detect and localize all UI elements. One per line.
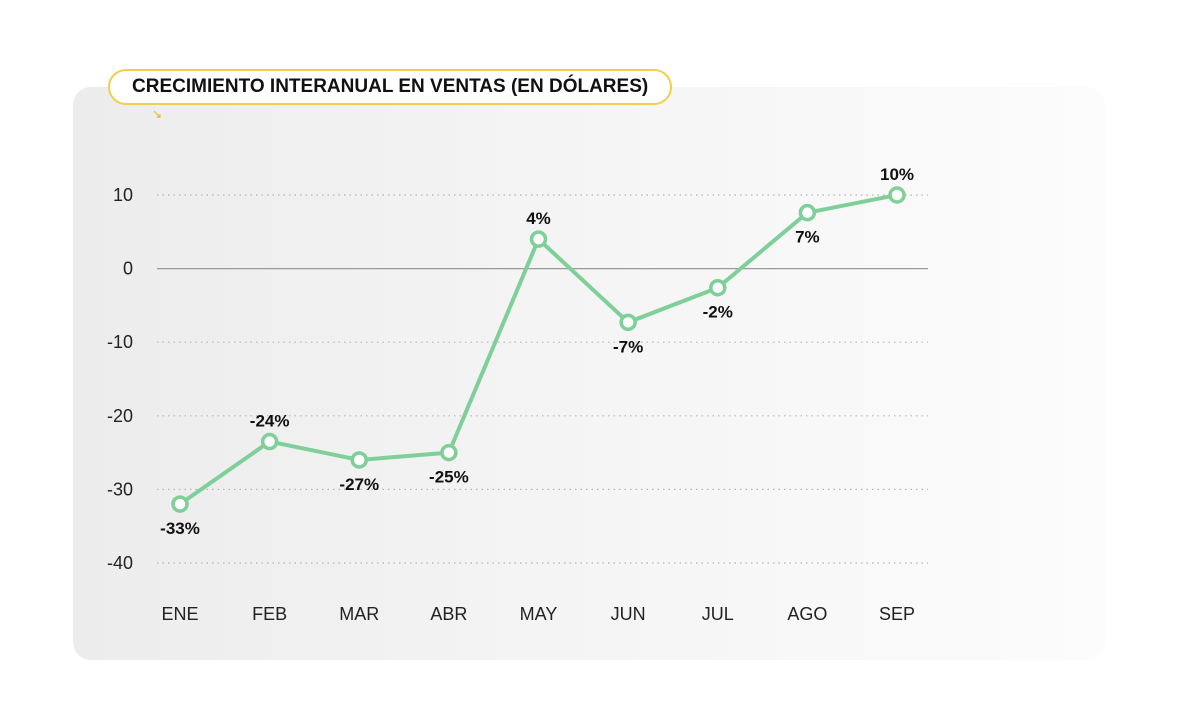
x-tick-label: JUN [611,604,646,624]
data-point [260,432,279,451]
y-tick-label: -30 [107,479,133,499]
data-points [171,186,906,513]
data-point [888,186,906,204]
chart-card [73,87,1105,660]
data-point [709,278,727,297]
y-tick-label: -40 [107,553,133,573]
x-tick-label: ABR [430,604,467,624]
x-tick-label: AGO [787,604,827,624]
x-axis-ticks: ENE FEB MAR ABR MAY JUN JUL AGO SEP [161,604,915,624]
data-label: -33% [160,519,200,538]
data-labels: -33% -24% -27% -25% 4% -7% -2% 7% 10% [160,165,914,538]
x-tick-label: ENE [161,604,198,624]
y-tick-label: 10 [113,185,133,205]
y-tick-label: 0 [123,259,133,279]
data-label: -27% [339,475,379,494]
y-axis-ticks: 10 0 -10 -20 -30 -40 [107,185,133,573]
x-tick-label: MAR [339,604,379,624]
data-label: 10% [880,165,914,184]
y-tick-label: -20 [107,406,133,426]
x-tick-label: FEB [252,604,287,624]
arrow-down-right-icon: ↘ [152,107,163,121]
data-point [619,313,637,332]
data-point [440,443,458,462]
grid-lines [157,194,928,564]
x-tick-label: MAY [520,604,558,624]
data-point [798,203,817,222]
x-tick-label: SEP [879,604,915,624]
data-point [350,451,368,469]
data-point [171,495,189,513]
data-label: -25% [429,468,469,487]
data-label: 7% [795,228,820,247]
data-point [529,230,548,248]
data-label: 4% [526,209,551,228]
y-tick-label: -10 [107,332,133,352]
data-label: -2% [703,303,733,322]
data-label: -24% [250,412,290,431]
chart-title: CRECIMIENTO INTERANUAL EN VENTAS (EN DÓL… [108,69,673,105]
data-label: -7% [613,337,643,356]
x-tick-label: JUL [702,604,734,624]
